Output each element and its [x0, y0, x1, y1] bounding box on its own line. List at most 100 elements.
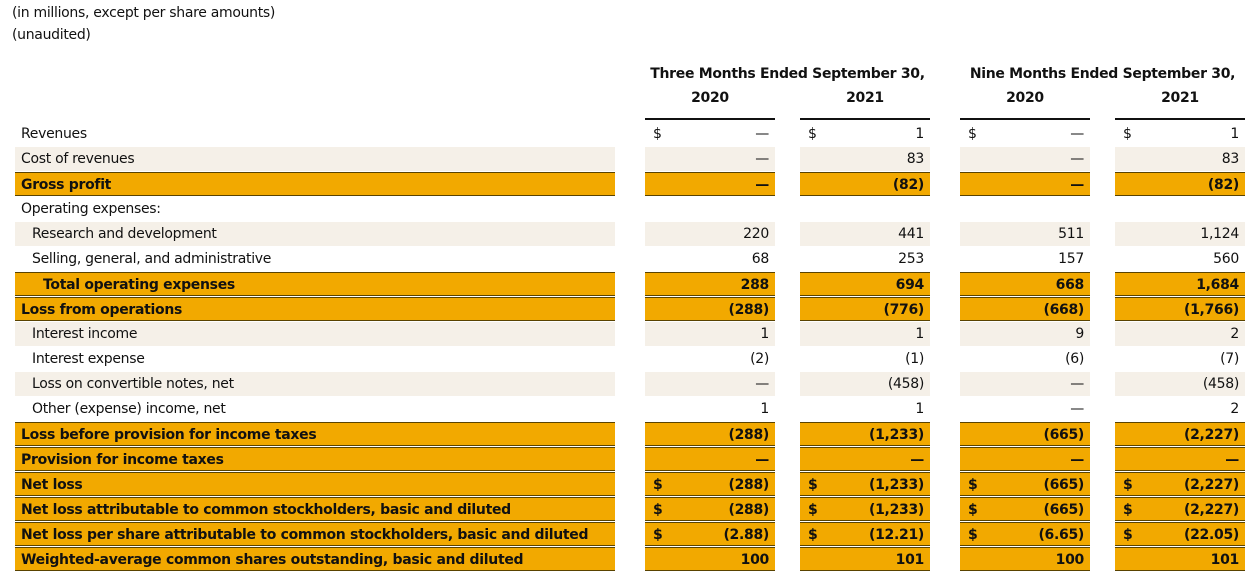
value: — [1070, 177, 1084, 193]
value-cell: $ (6.65) [960, 522, 1090, 546]
value-cell: $ (2,227) [1115, 497, 1245, 521]
row-label: Cost of revenues [21, 151, 135, 167]
value: — [755, 376, 769, 392]
value: (288) [728, 502, 769, 518]
value: (776) [883, 302, 924, 318]
value-cell: — [960, 447, 1090, 471]
value-cell: 101 [800, 547, 930, 571]
value-cell: 1 [645, 397, 775, 421]
row-label-cell: Selling, general, and administrative [15, 247, 615, 271]
column-rule [960, 118, 1090, 120]
value: — [755, 126, 769, 142]
value: 101 [895, 552, 925, 568]
currency-symbol: $ [1123, 502, 1133, 518]
value-cell: (1) [800, 347, 930, 371]
value-cell: — [800, 447, 930, 471]
value: 288 [740, 277, 770, 293]
row-label-cell: Operating expenses: [15, 197, 615, 221]
row-label: Provision for income taxes [21, 452, 224, 468]
value-cell: (82) [800, 172, 930, 196]
value: 1,124 [1200, 226, 1239, 242]
value: 1 [760, 326, 769, 342]
value: — [1070, 151, 1084, 167]
currency-symbol: $ [968, 477, 978, 493]
value: 100 [740, 552, 770, 568]
value-cell: $ (288) [645, 472, 775, 496]
value-cell: $ (665) [960, 472, 1090, 496]
value-cell: (2) [645, 347, 775, 371]
value: 441 [898, 226, 924, 242]
value-cell: — [960, 372, 1090, 396]
value: — [755, 151, 769, 167]
value: 668 [1055, 277, 1085, 293]
column-group: Nine Months Ended September 30, [969, 66, 1236, 82]
value: — [1070, 401, 1084, 417]
value: 220 [743, 226, 769, 242]
value: (665) [1043, 427, 1084, 443]
row-label-cell: Net loss per share attributable to commo… [15, 522, 615, 546]
currency-symbol: $ [808, 502, 818, 518]
value-cell [800, 197, 930, 221]
value: 2 [1230, 401, 1239, 417]
value: (668) [1043, 302, 1084, 318]
value: (1,766) [1184, 302, 1239, 318]
row-label: Operating expenses: [21, 201, 161, 217]
value-cell: (288) [645, 297, 775, 321]
value-cell: (2,227) [1115, 422, 1245, 446]
row-label-cell: Net loss attributable to common stockhol… [15, 497, 615, 521]
value-cell: (288) [645, 422, 775, 446]
column-year: 2020 [1006, 90, 1044, 106]
value-cell: 253 [800, 247, 930, 271]
value: (1,233) [869, 477, 924, 493]
value-cell: 441 [800, 222, 930, 246]
value: (2,227) [1184, 427, 1239, 443]
value: (1) [905, 351, 924, 367]
value-cell: (665) [960, 422, 1090, 446]
row-label: Interest expense [32, 351, 145, 367]
value: 68 [751, 251, 770, 267]
value: 1 [915, 326, 924, 342]
currency-symbol: $ [653, 477, 663, 493]
value-cell: 100 [960, 547, 1090, 571]
value-cell [1115, 197, 1245, 221]
value: (82) [1207, 177, 1239, 193]
note: (in millions, except per share amounts) [12, 5, 276, 21]
value-cell: 83 [800, 147, 930, 171]
row-label-cell: Loss from operations [15, 297, 615, 321]
value: 253 [898, 251, 924, 267]
row-label: Interest income [32, 326, 138, 342]
value-cell: 157 [960, 247, 1090, 271]
value-cell: 100 [645, 547, 775, 571]
row-label: Research and development [32, 226, 217, 242]
value: — [1225, 452, 1239, 468]
currency-symbol: $ [808, 477, 818, 493]
value-cell: $ (22.05) [1115, 522, 1245, 546]
value: 1,684 [1196, 277, 1239, 293]
currency-symbol: $ [653, 502, 663, 518]
value-cell: $ — [645, 122, 775, 146]
currency-symbol: $ [968, 527, 978, 543]
row-label: Net loss attributable to common stockhol… [21, 502, 511, 518]
row-label: Other (expense) income, net [32, 401, 226, 417]
value-cell: 2 [1115, 397, 1245, 421]
row-label-cell: Total operating expenses [15, 272, 615, 296]
value: (7) [1220, 351, 1239, 367]
value: (458) [887, 376, 924, 392]
row-label: Weighted-average common shares outstandi… [21, 552, 524, 568]
value: — [755, 177, 769, 193]
row-label: Selling, general, and administrative [32, 251, 272, 267]
value: 157 [1058, 251, 1084, 267]
row-label-cell: Research and development [15, 222, 615, 246]
value: 560 [1213, 251, 1239, 267]
value: — [755, 452, 769, 468]
value-cell: 2 [1115, 322, 1245, 346]
value: 1 [1230, 126, 1239, 142]
value: (6) [1065, 351, 1084, 367]
row-label: Total operating expenses [43, 277, 235, 293]
value: — [910, 452, 924, 468]
row-label-cell: Cost of revenues [15, 147, 615, 171]
value-cell [960, 197, 1090, 221]
row-label: Revenues [21, 126, 87, 142]
value-cell: — [645, 172, 775, 196]
